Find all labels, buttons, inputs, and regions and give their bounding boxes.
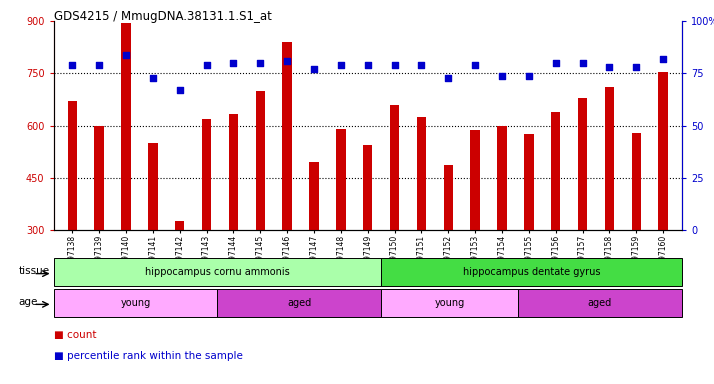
- Point: [308, 66, 320, 72]
- Bar: [54, 289, 218, 317]
- Point: [201, 62, 212, 68]
- Bar: [218, 289, 381, 317]
- Bar: [497, 126, 507, 230]
- Point: [255, 60, 266, 66]
- Bar: [283, 42, 292, 230]
- Point: [523, 73, 535, 79]
- Bar: [658, 72, 668, 230]
- Bar: [471, 130, 480, 230]
- Point: [228, 60, 239, 66]
- Text: young: young: [121, 298, 151, 308]
- Bar: [202, 119, 211, 230]
- Bar: [121, 23, 131, 230]
- Text: GDS4215 / MmugDNA.38131.1.S1_at: GDS4215 / MmugDNA.38131.1.S1_at: [54, 10, 271, 23]
- Point: [121, 51, 132, 58]
- Bar: [551, 112, 560, 230]
- Point: [443, 74, 454, 81]
- Bar: [381, 289, 518, 317]
- Point: [94, 62, 105, 68]
- Point: [281, 58, 293, 64]
- Bar: [68, 101, 77, 230]
- Text: ■ count: ■ count: [54, 330, 96, 340]
- Text: hippocampus dentate gyrus: hippocampus dentate gyrus: [463, 267, 600, 277]
- Bar: [417, 117, 426, 230]
- Point: [416, 62, 427, 68]
- Point: [174, 87, 186, 93]
- Point: [362, 62, 373, 68]
- Text: aged: aged: [287, 298, 311, 308]
- Text: ■ percentile rank within the sample: ■ percentile rank within the sample: [54, 351, 243, 361]
- Text: aged: aged: [588, 298, 612, 308]
- Bar: [175, 221, 184, 230]
- Bar: [631, 133, 641, 230]
- Bar: [578, 98, 587, 230]
- Bar: [149, 143, 158, 230]
- Text: young: young: [435, 298, 465, 308]
- Point: [496, 73, 508, 79]
- Point: [577, 60, 588, 66]
- Bar: [228, 114, 238, 230]
- Bar: [54, 258, 381, 286]
- Bar: [518, 289, 682, 317]
- Point: [389, 62, 401, 68]
- Text: age: age: [19, 296, 38, 306]
- Point: [630, 64, 642, 70]
- Bar: [94, 126, 104, 230]
- Bar: [524, 134, 533, 230]
- Bar: [336, 129, 346, 230]
- Point: [66, 62, 78, 68]
- Point: [550, 60, 561, 66]
- Bar: [309, 162, 318, 230]
- Bar: [256, 91, 265, 230]
- Bar: [390, 105, 399, 230]
- Point: [469, 62, 481, 68]
- Bar: [363, 145, 373, 230]
- Text: hippocampus cornu ammonis: hippocampus cornu ammonis: [145, 267, 290, 277]
- Text: tissue: tissue: [19, 266, 50, 276]
- Bar: [605, 88, 614, 230]
- Bar: [381, 258, 682, 286]
- Point: [335, 62, 346, 68]
- Point: [658, 56, 669, 62]
- Point: [147, 74, 159, 81]
- Point: [603, 64, 615, 70]
- Bar: [443, 165, 453, 230]
